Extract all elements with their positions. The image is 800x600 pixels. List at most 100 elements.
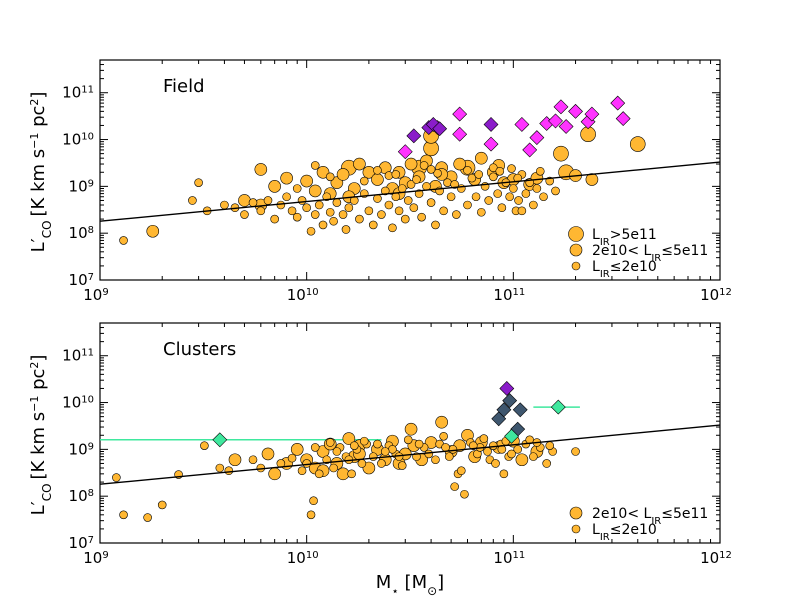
data-point-medium xyxy=(453,157,466,171)
diamond-point-magenta xyxy=(483,136,499,152)
data-point-small xyxy=(443,178,452,187)
data-point-small xyxy=(571,447,580,456)
data-point-small xyxy=(194,178,203,187)
data-point-medium xyxy=(290,443,304,456)
data-point-small xyxy=(368,220,378,230)
data-point-small xyxy=(364,206,374,216)
data-point-small xyxy=(499,469,509,479)
data-point-medium xyxy=(146,224,160,238)
diamond-point-purple xyxy=(499,381,515,396)
data-point-small xyxy=(542,459,551,468)
data-point-small xyxy=(200,441,209,450)
data-point-small xyxy=(380,186,390,196)
data-point-small xyxy=(463,166,472,175)
diamond-point-teal xyxy=(504,428,519,444)
legend-marker-small xyxy=(571,261,581,271)
data-point-small xyxy=(309,496,318,506)
data-point-small xyxy=(517,206,527,216)
data-point-small xyxy=(505,192,514,202)
data-point-small xyxy=(471,192,481,202)
data-point-small xyxy=(431,220,440,230)
data-point-small xyxy=(368,452,378,461)
data-point-small xyxy=(491,459,500,468)
diamond-point-magenta xyxy=(514,117,530,132)
diamond-point-magenta xyxy=(452,106,468,122)
clusters-y-axis-label: L′CO[K km s−1 pc2] xyxy=(28,355,55,516)
data-point-small xyxy=(424,449,434,459)
data-point-medium xyxy=(268,467,281,481)
data-point-small xyxy=(477,207,486,217)
fit-line xyxy=(99,424,721,485)
data-point-small xyxy=(119,236,128,245)
data-point-small xyxy=(489,172,498,182)
data-point-small xyxy=(224,466,234,476)
diamond-point-magenta xyxy=(548,113,563,129)
legend-marker-small xyxy=(571,524,581,534)
data-point-small xyxy=(349,441,359,450)
y-tick-label: 107 xyxy=(69,534,94,552)
data-point-small xyxy=(377,210,386,219)
data-point-small xyxy=(545,441,555,450)
clusters-x-ticks: 109 1010 1011 1012 xyxy=(83,323,732,567)
data-point-small xyxy=(215,463,225,473)
data-point-small xyxy=(302,203,311,213)
y-tick-label: 108 xyxy=(69,487,94,505)
data-point-large xyxy=(629,136,646,152)
data-point-small xyxy=(493,189,502,198)
data-point-small xyxy=(532,184,542,193)
data-point-small xyxy=(409,203,419,213)
data-point-medium xyxy=(404,422,418,436)
data-point-small xyxy=(497,203,507,213)
data-point-small xyxy=(287,453,297,463)
clusters-panel-title: Clusters xyxy=(163,339,236,360)
data-point-small xyxy=(318,220,328,230)
data-point-small xyxy=(355,214,364,224)
data-point-small xyxy=(338,210,348,219)
data-point-medium xyxy=(261,447,275,461)
data-point-small xyxy=(463,200,472,210)
data-point-small xyxy=(188,196,197,205)
data-point-small xyxy=(256,206,266,216)
field-x-ticks: 109 1010 1011 1012 xyxy=(83,60,732,304)
data-point-medium xyxy=(268,180,281,193)
x-tick-label: 109 xyxy=(83,286,108,304)
data-point-small xyxy=(314,200,324,210)
data-point-small xyxy=(388,445,397,454)
diamond-point-magenta xyxy=(615,111,631,127)
data-point-small xyxy=(445,452,454,461)
data-point-small xyxy=(240,210,249,219)
diamond-point-magenta xyxy=(584,106,600,122)
data-point-small xyxy=(539,192,548,202)
y-tick-label: 1011 xyxy=(62,84,94,102)
data-point-small xyxy=(297,466,307,476)
data-point-small xyxy=(431,455,440,465)
data-point-small xyxy=(521,189,531,198)
data-point-small xyxy=(341,225,351,234)
data-point-medium xyxy=(585,173,599,186)
data-point-small xyxy=(417,212,426,222)
data-point-small xyxy=(507,449,516,459)
data-point-small xyxy=(388,223,397,233)
data-point-small xyxy=(439,206,448,216)
data-point-small xyxy=(507,164,516,173)
data-point-small xyxy=(306,226,316,236)
diamond-point-magenta xyxy=(522,142,538,158)
data-point-small xyxy=(332,447,342,456)
data-point-small xyxy=(468,441,478,450)
data-point-small xyxy=(397,461,407,470)
data-point-small xyxy=(297,196,307,205)
data-point-small xyxy=(450,482,459,491)
legend-label: 2e10< LIR≤5e11 xyxy=(592,243,708,264)
data-point-small xyxy=(426,165,436,174)
data-point-small xyxy=(460,489,469,499)
data-point-small xyxy=(310,161,320,170)
data-point-small xyxy=(439,432,448,441)
diamond-point-magenta xyxy=(558,119,574,134)
data-point-small xyxy=(373,166,382,175)
diamond-point-slate xyxy=(512,402,528,418)
data-point-small xyxy=(119,510,128,520)
